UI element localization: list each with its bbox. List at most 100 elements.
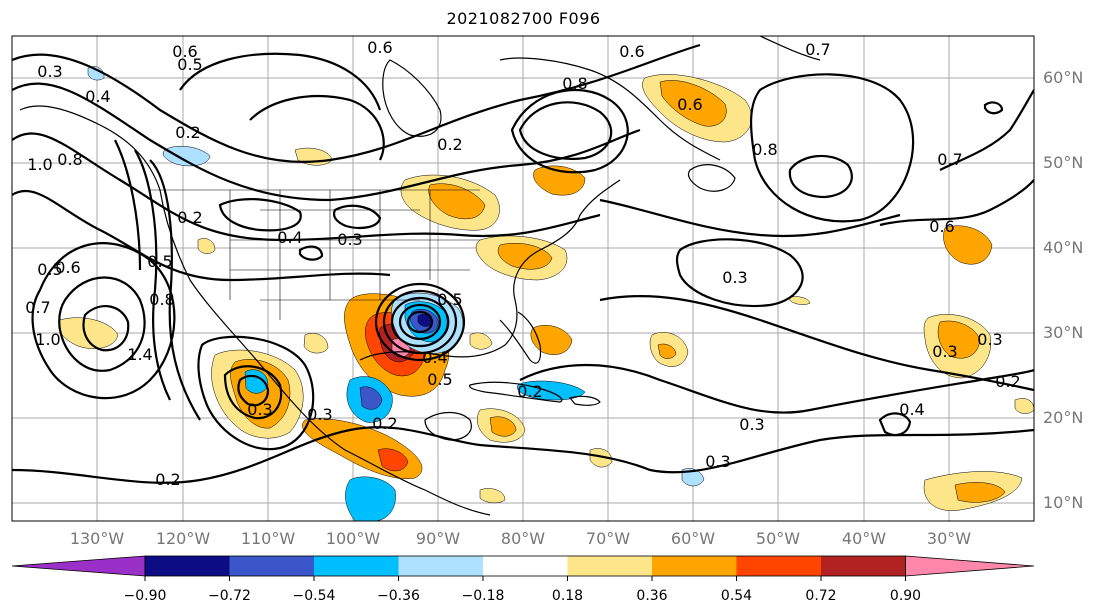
colorbar-bin xyxy=(483,556,568,576)
newfoundland xyxy=(687,164,736,192)
gulf-coast xyxy=(359,179,621,361)
contour-label: 0.3 xyxy=(705,452,730,471)
strong-positive-mexico xyxy=(377,448,409,472)
labrador xyxy=(499,57,721,161)
contour-label: 0.4 xyxy=(277,228,302,247)
contour xyxy=(12,189,391,282)
lat-label: 20°N xyxy=(1043,408,1084,427)
lon-label: 130°W xyxy=(69,529,125,548)
contour-label: 0.2 xyxy=(155,470,180,489)
florida xyxy=(499,311,542,364)
contour xyxy=(382,289,458,355)
contour-label: 0.5 xyxy=(437,290,462,309)
colorbar xyxy=(11,555,1035,581)
positive-atlantic-n xyxy=(943,225,993,265)
contour-label: 0.2 xyxy=(177,208,202,227)
contour-label: 0.3 xyxy=(307,405,332,424)
lon-label: 100°W xyxy=(325,529,381,548)
positive-labrador-core xyxy=(659,80,727,127)
contour-label: 0.8 xyxy=(57,150,82,169)
contour xyxy=(879,179,1034,227)
contour xyxy=(197,335,315,451)
colorbar-tick-label: 0.72 xyxy=(805,588,837,604)
contour-label: 0.6 xyxy=(929,217,954,236)
contour-label: 0.6 xyxy=(677,95,702,114)
cuba xyxy=(469,381,563,403)
negative-gulf-core xyxy=(359,386,383,410)
colorbar-tick-label: −0.72 xyxy=(208,588,251,604)
positive-small-11 xyxy=(479,488,506,504)
contour xyxy=(390,296,450,348)
colorbar-bin xyxy=(821,556,906,576)
colorbar-extend-min xyxy=(11,555,146,577)
state-borders xyxy=(150,189,480,320)
hispaniola xyxy=(568,395,601,406)
contour xyxy=(298,245,324,261)
contour-label: 0.6 xyxy=(619,42,644,61)
contour xyxy=(237,374,270,407)
contour xyxy=(31,242,176,400)
colorbar-tick-label: −0.54 xyxy=(292,588,336,604)
negative-small-4 xyxy=(517,380,586,401)
lon-label: 50°W xyxy=(755,529,801,548)
contour-label: 0.3 xyxy=(739,415,764,434)
lon-label: 80°W xyxy=(500,529,546,548)
contour xyxy=(12,426,1034,484)
colorbar-tick-label: 0.54 xyxy=(720,588,753,604)
positive-small-1 xyxy=(787,296,811,305)
negative-south-bot xyxy=(345,476,396,521)
contour xyxy=(114,139,142,271)
positive-south-2 xyxy=(589,448,613,468)
colorbar-tick-label: −0.90 xyxy=(123,588,167,604)
colorbar-bin xyxy=(736,556,821,576)
negative-small-5 xyxy=(681,468,705,487)
contour-label: 0.2 xyxy=(995,372,1020,391)
hudson-bay xyxy=(382,59,442,137)
contour-label: 0.3 xyxy=(722,268,747,287)
positive-south-east-core xyxy=(954,482,1006,503)
contour xyxy=(179,52,382,111)
colorbar-frame xyxy=(144,555,906,577)
lat-label: 60°N xyxy=(1043,68,1084,87)
contour-label: 0.7 xyxy=(25,298,50,317)
contour-label: 0.4 xyxy=(899,400,924,419)
contour xyxy=(406,310,434,334)
contour xyxy=(374,282,466,362)
map-frame xyxy=(11,35,1035,522)
yucatan xyxy=(424,411,472,441)
contour xyxy=(983,101,1004,115)
colorbar-bin xyxy=(145,556,230,576)
contour xyxy=(398,303,442,341)
colorbar-bin xyxy=(229,556,314,576)
positive-atlantic-mid-core xyxy=(657,343,677,359)
contour-label: 0.5 xyxy=(427,370,452,389)
contour-label: 0.7 xyxy=(937,150,962,169)
lon-label: 110°W xyxy=(240,529,296,548)
colorbar-extend-max xyxy=(905,555,1035,577)
contour xyxy=(82,305,130,352)
colorbar-tick-label: 0.18 xyxy=(551,588,584,604)
lon-label: 40°W xyxy=(841,529,887,548)
contour-label: 0.2 xyxy=(175,123,200,142)
lat-label: 40°N xyxy=(1043,238,1084,257)
contour-label: 0.3 xyxy=(932,342,957,361)
colorbar-bin xyxy=(314,556,399,576)
contour xyxy=(518,101,613,160)
lat-label: 50°N xyxy=(1043,153,1084,172)
positive-small-7 xyxy=(303,332,329,354)
positive-appalachia-core xyxy=(497,242,553,270)
contour xyxy=(149,159,201,421)
colorbar-tick-label: −0.18 xyxy=(461,588,505,604)
contour xyxy=(599,198,901,238)
lat-label: 10°N xyxy=(1043,493,1084,512)
contour xyxy=(599,295,1034,392)
contour-label: 0.3 xyxy=(977,330,1002,349)
north-america-coast xyxy=(19,105,491,516)
lon-label: 60°W xyxy=(670,529,716,548)
contour-label: 0.2 xyxy=(372,414,397,433)
contour xyxy=(788,154,853,199)
contour-label: 0.3 xyxy=(247,400,272,419)
colorbar-bin xyxy=(398,556,483,576)
colorbar-tick-label: 0.90 xyxy=(889,588,922,604)
contour-label: 0.8 xyxy=(752,140,777,159)
